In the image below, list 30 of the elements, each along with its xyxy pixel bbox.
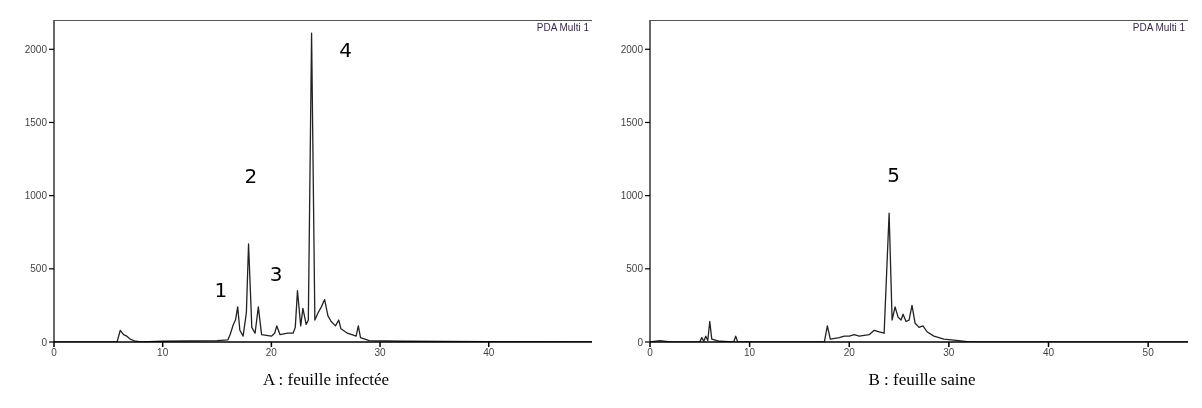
x-tick-label: 0 [51,347,58,359]
annotation: 1 [214,278,228,303]
text: A : feuille infectée [262,370,390,390]
y-tick-label: 0 [637,336,644,348]
x-tick-label: 20 [843,347,856,359]
x-tick-label: 30 [374,347,387,359]
y-tick-label: 2000 [24,43,48,55]
y-tick-label: 1500 [620,117,644,128]
x-tick-label: 0 [647,347,654,359]
x-tick-label: 10 [157,347,169,359]
annotation: 3 [269,262,283,287]
text: B : feuille saine [867,370,977,390]
y-tick-label: 0 [41,336,48,348]
annotation: 4 [339,38,352,63]
y-tick-label: 500 [626,263,644,275]
annotation: 2 [244,164,258,189]
y-tick-label: 1500 [24,117,48,128]
x-tick-label: 20 [265,347,278,359]
x-tick-label: 10 [744,347,756,359]
y-tick-label: 500 [30,263,48,275]
x-tick-label: 30 [943,347,955,359]
x-tick-label: 40 [1042,347,1055,359]
y-tick-label: 1000 [24,190,48,202]
x-tick-label: 50 [1142,347,1155,359]
y-tick-label: 1000 [620,190,644,202]
annotation: PDA Multi 1 [1132,22,1185,33]
x-tick-label: 40 [483,347,495,359]
annotation: 5 [887,163,901,188]
annotation: PDA Multi 1 [536,22,589,33]
y-tick-label: 2000 [620,43,644,55]
